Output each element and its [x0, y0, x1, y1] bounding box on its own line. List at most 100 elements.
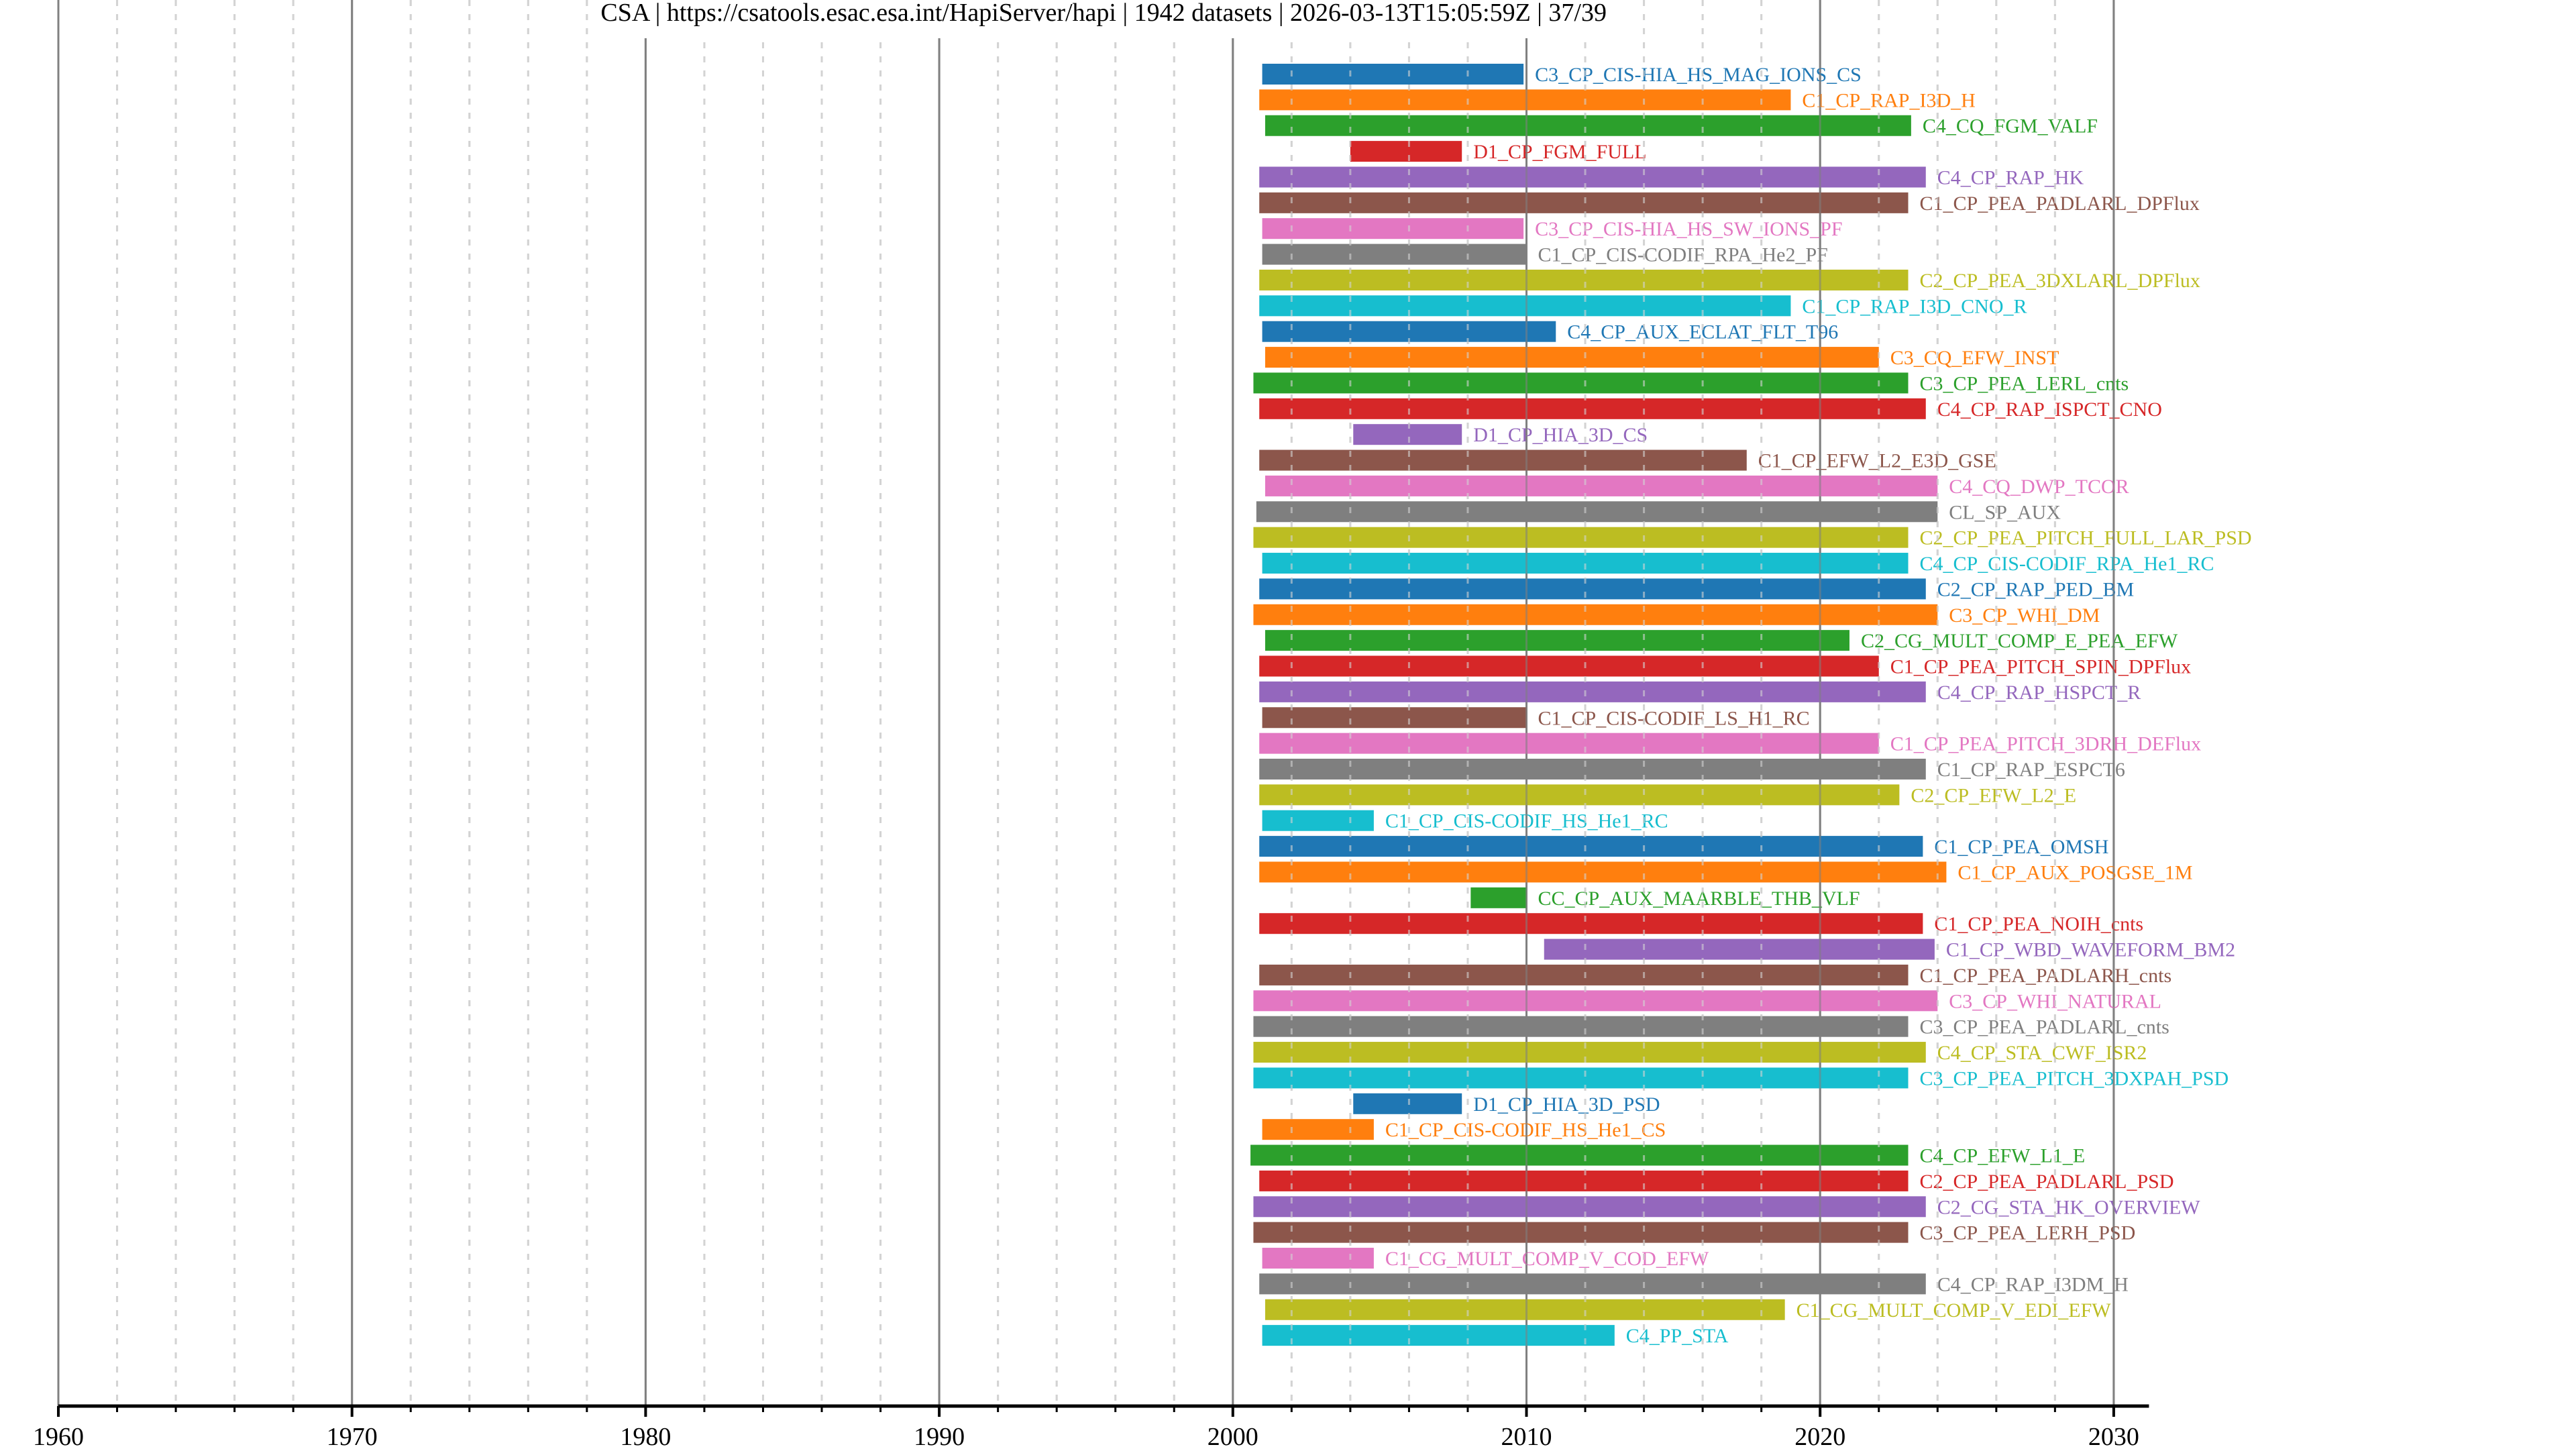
bar-C2_CG_MULT_COMP_E_PEA_EFW: [1265, 630, 1849, 651]
bar-label-C4_CP_RAP_I3DM_H: C4_CP_RAP_I3DM_H: [1937, 1273, 2129, 1295]
bar-C1_CP_PEA_PADLARH_cnts: [1259, 964, 1909, 985]
bar-label-CC_CP_AUX_MAARBLE_THB_VLF: CC_CP_AUX_MAARBLE_THB_VLF: [1538, 888, 1860, 910]
bar-C1_CP_AUX_POSGSE_1M: [1259, 861, 1947, 883]
bar-C1_CP_PEA_OMSH: [1259, 836, 1923, 857]
x-axis-tick-labels: 1960 1970 1980 1990 2000 2010 2020 2030: [33, 1423, 2139, 1449]
x-tick-label-1970: 1970: [327, 1423, 378, 1449]
x-tick-label-1960: 1960: [33, 1423, 84, 1449]
bar-label-C2_CG_STA_HK_OVERVIEW: C2_CG_STA_HK_OVERVIEW: [1937, 1196, 2201, 1218]
bar-label-C1_CG_MULT_COMP_V_EDI_EFW: C1_CG_MULT_COMP_V_EDI_EFW: [1796, 1299, 2112, 1322]
bar-label-C2_CP_RAP_PED_BM: C2_CP_RAP_PED_BM: [1937, 578, 2134, 600]
bar-label-C2_CP_PEA_PADLARL_PSD: C2_CP_PEA_PADLARL_PSD: [1920, 1171, 2174, 1193]
bar-C1_CP_PEA_PITCH_SPIN_DPFlux: [1259, 655, 1879, 677]
bar-label-C3_CP_PEA_PITCH_3DXPAH_PSD: C3_CP_PEA_PITCH_3DXPAH_PSD: [1920, 1067, 2229, 1089]
x-tick-label-2020: 2020: [1794, 1423, 1845, 1449]
bar-C1_CP_RAP_ESPCT6: [1259, 758, 1926, 780]
bar-CL_SP_AUX: [1256, 501, 1938, 523]
bar-C1_CP_PEA_NOIH_cnts: [1259, 913, 1923, 934]
bar-label-C2_CP_EFW_L2_E: C2_CP_EFW_L2_E: [1911, 784, 2076, 806]
bar-label-C4_CP_EFW_L1_E: C4_CP_EFW_L1_E: [1920, 1145, 2086, 1167]
bar-label-C1_CG_MULT_COMP_V_COD_EFW: C1_CG_MULT_COMP_V_COD_EFW: [1385, 1248, 1709, 1270]
bar-C3_CP_CIS-HIA_HS_MAG_IONS_CS: [1262, 64, 1524, 85]
bar-C1_CG_MULT_COMP_V_COD_EFW: [1262, 1248, 1374, 1269]
bar-C3_CP_PEA_PADLARL_cnts: [1253, 1016, 1909, 1037]
bar-label-C2_CG_MULT_COMP_E_PEA_EFW: C2_CG_MULT_COMP_E_PEA_EFW: [1861, 630, 2178, 652]
bar-C4_CP_STA_CWF_ISR2: [1253, 1042, 1926, 1063]
bar-C3_CP_WHI_NATURAL: [1253, 990, 1938, 1012]
bar-C4_CP_RAP_ISPCT_CNO: [1259, 398, 1926, 419]
bar-label-C3_CP_WHI_DM: C3_CP_WHI_DM: [1949, 604, 2100, 627]
bar-label-C4_CP_RAP_HK: C4_CP_RAP_HK: [1937, 166, 2084, 189]
bar-C1_CP_CIS-CODIF_HS_He1_CS: [1262, 1119, 1374, 1140]
bar-label-C1_CP_PEA_PADLARH_cnts: C1_CP_PEA_PADLARH_cnts: [1920, 965, 2172, 987]
chart-title-background: [598, 0, 1609, 38]
bar-label-C3_CP_PEA_LERL_cnts: C3_CP_PEA_LERL_cnts: [1920, 372, 2129, 394]
bar-label-C1_CP_PEA_PITCH_3DRH_DEFlux: C1_CP_PEA_PITCH_3DRH_DEFlux: [1890, 733, 2201, 755]
bar-label-C2_CP_PEA_3DXLARL_DPFlux: C2_CP_PEA_3DXLARL_DPFlux: [1920, 270, 2200, 292]
x-axis: 1960 1970 1980 1990 2000 2010 2020 2030: [33, 1404, 2149, 1449]
bar-C4_PP_STA: [1262, 1325, 1615, 1346]
bar-C1_CP_CIS-CODIF_LS_H1_RC: [1262, 707, 1527, 729]
bar-C4_CP_RAP_HK: [1259, 166, 1926, 188]
x-tick-label-2000: 2000: [1208, 1423, 1258, 1449]
bar-C3_CQ_EFW_INST: [1265, 347, 1879, 368]
bar-label-C1_CP_PEA_PITCH_SPIN_DPFlux: C1_CP_PEA_PITCH_SPIN_DPFlux: [1890, 656, 2191, 678]
bar-label-C1_CP_EFW_L2_E3D_GSE: C1_CP_EFW_L2_E3D_GSE: [1758, 450, 1996, 472]
bar-C1_CP_CIS-CODIF_HS_He1_RC: [1262, 810, 1374, 831]
bar-C1_CP_RAP_I3D_H: [1259, 89, 1791, 111]
bar-D1_CP_FGM_FULL: [1350, 141, 1462, 162]
bar-label-C1_CP_AUX_POSGSE_1M: C1_CP_AUX_POSGSE_1M: [1957, 861, 2192, 883]
bar-C1_CG_MULT_COMP_V_EDI_EFW: [1265, 1299, 1785, 1320]
bar-C2_CP_EFW_L2_E: [1259, 784, 1900, 806]
bar-label-D1_CP_HIA_3D_PSD: D1_CP_HIA_3D_PSD: [1473, 1093, 1660, 1116]
bar-C4_CP_EFW_L1_E: [1250, 1144, 1909, 1166]
bar-C4_CP_RAP_I3DM_H: [1259, 1273, 1926, 1295]
bar-C2_CG_STA_HK_OVERVIEW: [1253, 1196, 1926, 1218]
x-tick-label-1980: 1980: [620, 1423, 671, 1449]
bar-C1_CP_CIS-CODIF_RPA_He2_PF: [1262, 244, 1527, 265]
x-tick-label-2030: 2030: [2088, 1423, 2139, 1449]
bar-label-C1_CP_PEA_NOIH_cnts: C1_CP_PEA_NOIH_cnts: [1934, 913, 2143, 935]
chart-title: CSA | https://csatools.esac.esa.int/Hapi…: [600, 0, 1607, 27]
bar-C3_CP_PEA_LERH_PSD: [1253, 1222, 1909, 1243]
bar-label-C1_CP_RAP_ESPCT6: C1_CP_RAP_ESPCT6: [1937, 759, 2125, 781]
bar-label-C3_CP_CIS-HIA_HS_MAG_IONS_CS: C3_CP_CIS-HIA_HS_MAG_IONS_CS: [1535, 64, 1862, 86]
bar-C3_CP_CIS-HIA_HS_SW_IONS_PF: [1262, 218, 1524, 239]
minor-gridlines-overlay: [116, 0, 2056, 1406]
x-tick-label-2010: 2010: [1501, 1423, 1552, 1449]
bar-label-C1_CP_CIS-CODIF_RPA_He2_PF: C1_CP_CIS-CODIF_RPA_He2_PF: [1538, 244, 1828, 266]
bar-label-C3_CP_PEA_PADLARL_cnts: C3_CP_PEA_PADLARL_cnts: [1920, 1016, 2169, 1038]
x-axis-ticks: [57, 1406, 2115, 1417]
bar-label-C3_CP_PEA_LERH_PSD: C3_CP_PEA_LERH_PSD: [1920, 1222, 2136, 1244]
bar-label-C1_CP_RAP_I3D_CNO_R: C1_CP_RAP_I3D_CNO_R: [1802, 295, 2027, 317]
bar-label-C1_CP_CIS-CODIF_LS_H1_RC: C1_CP_CIS-CODIF_LS_H1_RC: [1538, 707, 1810, 729]
bar-C1_CP_EFW_L2_E3D_GSE: [1259, 449, 1747, 471]
bar-label-C1_CP_PEA_PADLARL_DPFlux: C1_CP_PEA_PADLARL_DPFlux: [1920, 193, 2200, 215]
bar-C3_CP_PEA_PITCH_3DXPAH_PSD: [1253, 1067, 1909, 1089]
bar-C1_CP_PEA_PADLARL_DPFlux: [1259, 192, 1909, 213]
bar-C4_CQ_FGM_VALF: [1265, 115, 1911, 136]
bar-label-C4_CQ_DWP_TCOR: C4_CQ_DWP_TCOR: [1949, 476, 2129, 498]
bar-label-C3_CQ_EFW_INST: C3_CQ_EFW_INST: [1890, 347, 2059, 369]
bar-label-C2_CP_PEA_PITCH_FULL_LAR_PSD: C2_CP_PEA_PITCH_FULL_LAR_PSD: [1920, 527, 2252, 549]
bar-label-C4_CP_STA_CWF_ISR2: C4_CP_STA_CWF_ISR2: [1937, 1042, 2147, 1064]
bar-D1_CP_HIA_3D_PSD: [1353, 1093, 1462, 1114]
bar-C2_CP_PEA_PADLARL_PSD: [1259, 1170, 1909, 1191]
bar-C1_CP_RAP_I3D_CNO_R: [1259, 295, 1791, 317]
bar-C1_CP_PEA_PITCH_3DRH_DEFlux: [1259, 733, 1879, 754]
bar-CC_CP_AUX_MAARBLE_THB_VLF: [1470, 887, 1527, 908]
bar-C4_CP_RAP_HSPCT_R: [1259, 681, 1926, 702]
bar-label-C4_CP_CIS-CODIF_RPA_He1_RC: C4_CP_CIS-CODIF_RPA_He1_RC: [1920, 553, 2214, 575]
bar-label-C4_CP_RAP_ISPCT_CNO: C4_CP_RAP_ISPCT_CNO: [1937, 398, 2162, 421]
major-gridlines-overlay: [57, 0, 2115, 1406]
bar-C2_CP_PEA_PITCH_FULL_LAR_PSD: [1253, 527, 1909, 548]
bar-C2_CP_RAP_PED_BM: [1259, 578, 1926, 600]
bar-label-C1_CP_RAP_I3D_H: C1_CP_RAP_I3D_H: [1802, 89, 1975, 111]
bar-C3_CP_PEA_LERL_cnts: [1253, 372, 1909, 394]
bar-label-C1_CP_PEA_OMSH: C1_CP_PEA_OMSH: [1934, 836, 2108, 858]
bar-label-D1_CP_FGM_FULL: D1_CP_FGM_FULL: [1473, 141, 1646, 163]
dataset-labels: C3_CP_CIS-HIA_HS_MAG_IONS_CS C1_CP_RAP_I3…: [1385, 64, 2252, 1347]
bar-C4_CP_CIS-CODIF_RPA_He1_RC: [1262, 553, 1909, 574]
x-tick-label-1990: 1990: [914, 1423, 965, 1449]
